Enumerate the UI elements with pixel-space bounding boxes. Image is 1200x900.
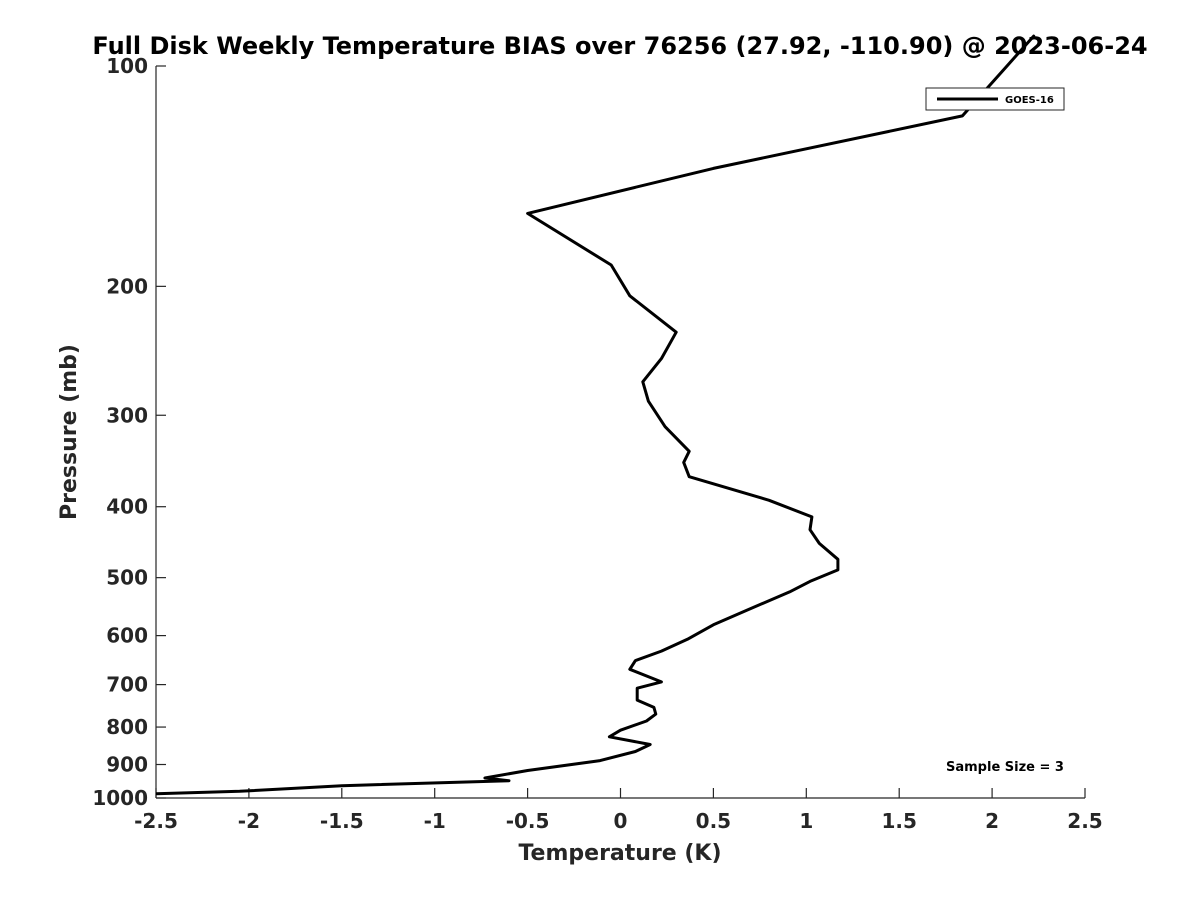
x-tick-label: -1.5 bbox=[320, 809, 364, 833]
y-tick-label: 500 bbox=[106, 566, 148, 590]
y-axis-label: Pressure (mb) bbox=[57, 344, 82, 520]
x-tick-label: 0.5 bbox=[696, 809, 731, 833]
y-tick-label: 700 bbox=[106, 673, 148, 697]
y-tick-label: 200 bbox=[106, 274, 148, 298]
x-axis-label: Temperature (K) bbox=[518, 841, 721, 866]
x-tick-label: 1.5 bbox=[881, 809, 916, 833]
y-tick-label: 1000 bbox=[92, 786, 148, 810]
x-tick-label: 2.5 bbox=[1067, 809, 1102, 833]
x-tick-label: 0 bbox=[614, 809, 628, 833]
legend-label-goes16: GOES-16 bbox=[1005, 95, 1054, 106]
y-tick-label: 800 bbox=[106, 715, 148, 739]
x-tick-label: -0.5 bbox=[506, 809, 550, 833]
y-tick-label: 100 bbox=[106, 54, 148, 78]
x-tick-label: 1 bbox=[799, 809, 813, 833]
x-tick-label: 2 bbox=[985, 809, 999, 833]
y-tick-label: 600 bbox=[106, 624, 148, 648]
y-tick-label: 900 bbox=[106, 753, 148, 777]
chart-title: Full Disk Weekly Temperature BIAS over 7… bbox=[92, 32, 1147, 60]
plot-area bbox=[155, 66, 1085, 799]
x-tick-label: -1 bbox=[424, 809, 446, 833]
x-tick-label: -2.5 bbox=[134, 809, 178, 833]
x-tick-label: -2 bbox=[238, 809, 260, 833]
y-tick-label: 400 bbox=[106, 495, 148, 519]
x-axis-ticks: -2.5 -2 -1.5 -1 -0.5 0 0.5 1 1.5 2 2.5 bbox=[134, 788, 1103, 833]
y-tick-label: 300 bbox=[106, 403, 148, 427]
series-line-goes16 bbox=[156, 34, 1036, 796]
y-axis-ticks: 100 200 300 400 500 600 700 800 900 1000 bbox=[92, 54, 166, 810]
legend: GOES-16 bbox=[925, 87, 1065, 111]
sample-size-annotation: Sample Size = 3 bbox=[946, 760, 1064, 775]
